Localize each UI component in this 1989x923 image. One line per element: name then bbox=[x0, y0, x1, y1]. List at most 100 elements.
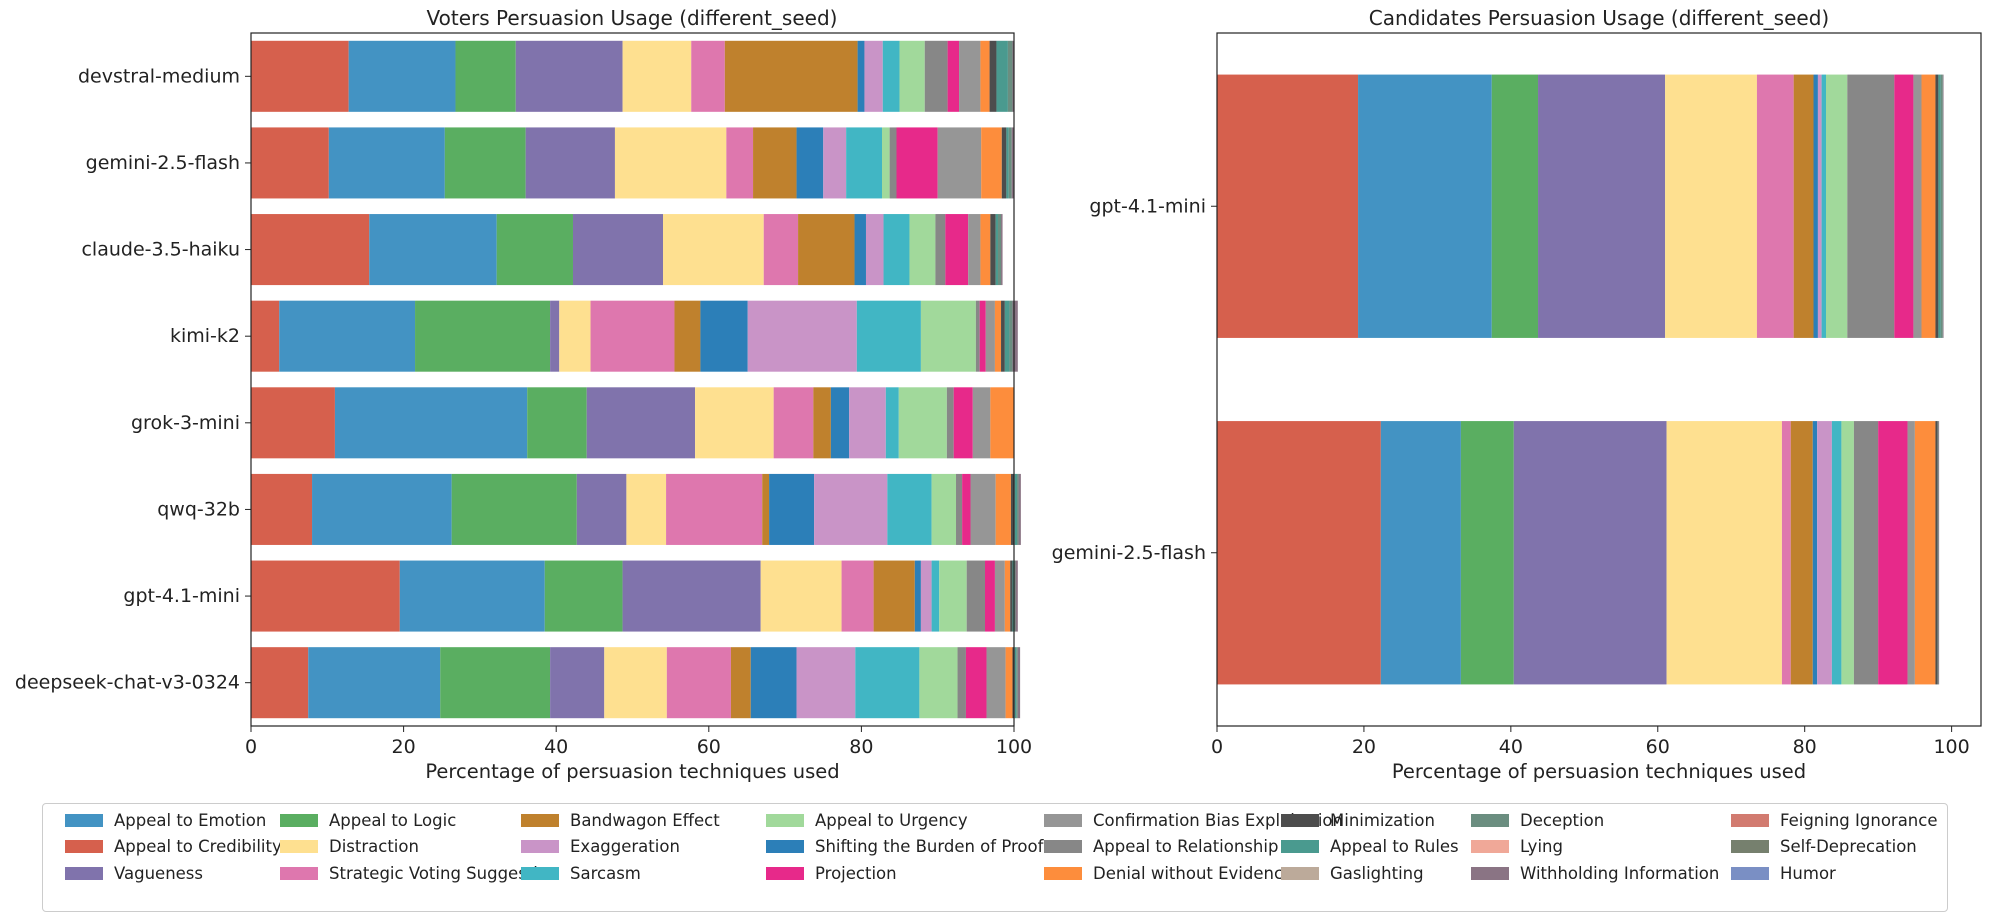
chart-title: Candidates Persuasion Usage (different_s… bbox=[1369, 6, 1829, 30]
bar-segment-gpt-4-1-mini-appeal-to-urgency bbox=[1826, 74, 1848, 338]
legend-entry-appeal-to-emotion: Appeal to Emotion bbox=[65, 810, 266, 830]
bar-segment-devstral-medium-exaggeration bbox=[864, 40, 883, 112]
bar-segment-devstral-medium-distraction bbox=[622, 40, 692, 112]
x-tick-label: 100 bbox=[996, 736, 1032, 758]
bar-segment-gemini-2-5-flash-other-minor bbox=[1011, 127, 1014, 199]
bar-segment-gemini-2-5-flash-sarcasm bbox=[1831, 421, 1842, 685]
x-tick-label: 60 bbox=[697, 736, 721, 758]
legend-entry-strategic-voting-suggestion: Strategic Voting Suggestion bbox=[280, 863, 558, 883]
bar-segment-devstral-medium-denial-without-evidence bbox=[980, 40, 990, 112]
bar-segment-kimi-k2-confirmation-bias-exploitation bbox=[985, 300, 995, 372]
legend-swatch bbox=[521, 813, 559, 827]
bar-segment-kimi-k2-distraction bbox=[559, 300, 591, 372]
bar-segment-grok-3-mini-appeal-to-relationship bbox=[946, 387, 954, 459]
bar-segment-gemini-2-5-flash-distraction bbox=[1666, 421, 1782, 685]
bar-segment-grok-3-mini-confirmation-bias-exploitation bbox=[972, 387, 991, 459]
legend-entry-appeal-to-urgency: Appeal to Urgency bbox=[766, 810, 968, 830]
bar-segment-kimi-k2-vagueness bbox=[550, 300, 560, 372]
bar-segment-gpt-4-1-mini-projection bbox=[1894, 74, 1914, 338]
bar-segment-devstral-medium-projection bbox=[947, 40, 960, 112]
legend-swatch bbox=[1471, 866, 1509, 880]
legend-label: Projection bbox=[815, 863, 897, 883]
bar-segment-devstral-medium-appeal-to-emotion bbox=[348, 40, 456, 112]
axes-frame bbox=[250, 32, 1015, 727]
bar-segment-grok-3-mini-vagueness bbox=[586, 387, 696, 459]
legend-swatch bbox=[1044, 866, 1082, 880]
legend-swatch bbox=[280, 839, 318, 853]
bar-segment-deepseek-chat-v3-0324-vagueness bbox=[550, 647, 605, 719]
bar-segment-gemini-2-5-flash-appeal-to-relationship bbox=[889, 127, 897, 199]
bar-segment-claude-3-5-haiku-sarcasm bbox=[883, 214, 910, 286]
legend-label: Appeal to Relationship bbox=[1093, 836, 1279, 856]
bar-segment-kimi-k2-appeal-to-credibility bbox=[251, 300, 280, 372]
bar-segment-gpt-4-1-mini-other-minor bbox=[1015, 560, 1018, 632]
bar-segment-devstral-medium-shifting-the-burden-of-proof bbox=[857, 40, 865, 112]
bar-segment-deepseek-chat-v3-0324-denial-without-evidence bbox=[1005, 647, 1013, 719]
bar-segment-deepseek-chat-v3-0324-appeal-to-relationship bbox=[957, 647, 966, 719]
bar-segment-gemini-2-5-flash-denial-without-evidence bbox=[981, 127, 1002, 199]
bar-segment-gpt-4-1-mini-appeal-to-logic bbox=[544, 560, 623, 632]
bar-segment-qwq-32b-other-minor bbox=[1018, 473, 1021, 545]
bar-segment-gemini-2-5-flash-strategic-voting-suggestion bbox=[1781, 421, 1791, 685]
bar-segment-devstral-medium-other-minor bbox=[1012, 40, 1014, 112]
bar-segment-deepseek-chat-v3-0324-shifting-the-burden-of-proof bbox=[750, 647, 797, 719]
bar-segment-gpt-4-1-mini-shifting-the-burden-of-proof bbox=[914, 560, 921, 632]
bar-segment-gemini-2-5-flash-appeal-to-relationship bbox=[1853, 421, 1879, 685]
legend-entry-appeal-to-credibility: Appeal to Credibility bbox=[65, 836, 282, 856]
bar-segment-gpt-4-1-mini-strategic-voting-suggestion bbox=[841, 560, 874, 632]
bar-segment-gpt-4-1-mini-appeal-to-relationship bbox=[1847, 74, 1895, 338]
voters-chart-panel: Voters Persuasion Usage (different_seed)… bbox=[15, 6, 1032, 783]
bar-segment-kimi-k2-minimization bbox=[1001, 300, 1005, 372]
bar-segment-grok-3-mini-appeal-to-credibility bbox=[251, 387, 335, 459]
bar-segment-claude-3-5-haiku-appeal-to-urgency bbox=[909, 214, 936, 286]
bar-segment-gemini-2-5-flash-projection bbox=[896, 127, 938, 199]
chart-title: Voters Persuasion Usage (different_seed) bbox=[427, 6, 838, 30]
bar-segment-claude-3-5-haiku-shifting-the-burden-of-proof bbox=[854, 214, 866, 286]
legend-label: Humor bbox=[1780, 863, 1836, 883]
bar-segment-grok-3-mini-appeal-to-urgency bbox=[898, 387, 947, 459]
bar-segment-deepseek-chat-v3-0324-appeal-to-credibility bbox=[251, 647, 309, 719]
bar-segment-gpt-4-1-mini-shifting-the-burden-of-proof bbox=[1813, 74, 1818, 338]
bar-segment-gemini-2-5-flash-appeal-to-rules bbox=[1006, 127, 1009, 199]
bar-segment-qwq-32b-distraction bbox=[626, 473, 667, 545]
bar-segment-gemini-2-5-flash-bandwagon-effect bbox=[1790, 421, 1813, 685]
y-tick-label: gpt-4.1-mini bbox=[123, 585, 240, 607]
bar-segment-gpt-4-1-mini-appeal-to-relationship bbox=[966, 560, 985, 632]
legend-swatch bbox=[1471, 813, 1509, 827]
bar-segment-devstral-medium-appeal-to-credibility bbox=[251, 40, 349, 112]
legend-label: Gaslighting bbox=[1330, 863, 1424, 883]
bar-segment-gemini-2-5-flash-strategic-voting-suggestion bbox=[726, 127, 754, 199]
bar-segment-gpt-4-1-mini-bandwagon-effect bbox=[1793, 74, 1814, 338]
bar-segment-kimi-k2-deception bbox=[1009, 300, 1013, 372]
bar-segment-gemini-2-5-flash-denial-without-evidence bbox=[1914, 421, 1936, 685]
bar-segment-grok-3-mini-exaggeration bbox=[849, 387, 886, 459]
legend-swatch bbox=[280, 813, 318, 827]
bar-segment-devstral-medium-bandwagon-effect bbox=[724, 40, 858, 112]
legend-label: Deception bbox=[1520, 810, 1605, 830]
bar-segment-gpt-4-1-mini-projection bbox=[985, 560, 995, 632]
bar-segment-gpt-4-1-mini-distraction bbox=[760, 560, 842, 632]
bar-segment-gemini-2-5-flash-exaggeration bbox=[1817, 421, 1832, 685]
legend-entry-projection: Projection bbox=[766, 863, 897, 883]
legend-entry-self-deprecation: Self-Deprecation bbox=[1731, 836, 1917, 856]
legend-swatch bbox=[766, 839, 804, 853]
x-tick-label: 80 bbox=[1793, 736, 1817, 758]
bar-segment-devstral-medium-appeal-to-urgency bbox=[899, 40, 925, 112]
bar-segment-kimi-k2-sarcasm bbox=[856, 300, 921, 372]
legend-swatch bbox=[65, 839, 103, 853]
x-tick-label: 60 bbox=[1646, 736, 1670, 758]
bar-segment-claude-3-5-haiku-minimization bbox=[990, 214, 996, 286]
bar-segment-deepseek-chat-v3-0324-confirmation-bias-exploitation bbox=[986, 647, 1006, 719]
bar-segment-kimi-k2-projection bbox=[979, 300, 986, 372]
bar-segment-gpt-4-1-mini-minimization bbox=[1935, 74, 1939, 338]
x-tick-label: 100 bbox=[1933, 736, 1969, 758]
bar-segment-deepseek-chat-v3-0324-exaggeration bbox=[796, 647, 856, 719]
legend-entry-appeal-to-logic: Appeal to Logic bbox=[280, 810, 456, 830]
bar-segment-claude-3-5-haiku-strategic-voting-suggestion bbox=[763, 214, 799, 286]
y-tick-label: kimi-k2 bbox=[170, 325, 240, 347]
bar-segment-claude-3-5-haiku-distraction bbox=[663, 214, 764, 286]
bar-segment-qwq-32b-appeal-to-logic bbox=[451, 473, 577, 545]
bar-segment-qwq-32b-appeal-to-emotion bbox=[312, 473, 452, 545]
bar-segment-gemini-2-5-flash-exaggeration bbox=[823, 127, 847, 199]
bar-segment-gpt-4-1-mini-exaggeration bbox=[920, 560, 932, 632]
